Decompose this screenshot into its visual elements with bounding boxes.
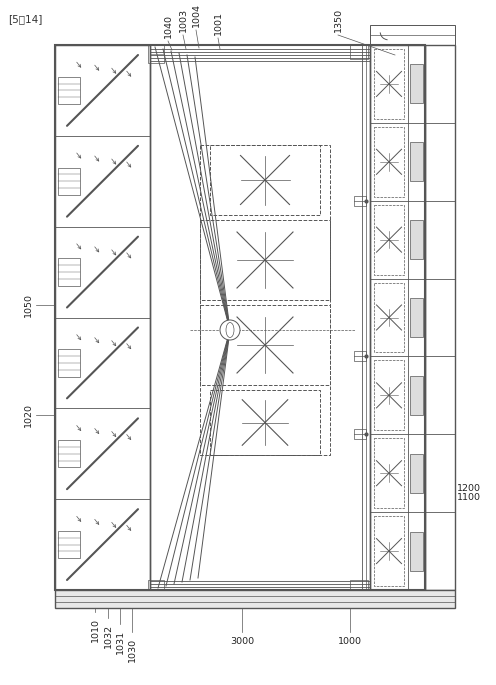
Bar <box>200 220 330 300</box>
Text: 1010: 1010 <box>90 618 100 642</box>
Text: 1032: 1032 <box>104 624 113 648</box>
Bar <box>374 438 404 508</box>
Text: 1000: 1000 <box>338 637 362 646</box>
Text: [5図14]: [5図14] <box>8 14 42 24</box>
Bar <box>210 145 320 215</box>
Bar <box>374 49 404 119</box>
Bar <box>425 45 455 590</box>
Bar <box>200 145 330 455</box>
Bar <box>410 298 423 337</box>
Bar <box>410 220 423 259</box>
Bar <box>410 376 423 415</box>
Bar <box>374 283 404 352</box>
Text: 1350: 1350 <box>333 8 343 32</box>
Text: 1030: 1030 <box>127 638 136 662</box>
Text: 3000: 3000 <box>230 637 254 646</box>
Bar <box>148 45 164 63</box>
Bar <box>58 531 80 558</box>
Text: 1040: 1040 <box>164 14 173 38</box>
Text: 1004: 1004 <box>191 3 200 27</box>
Bar <box>374 127 404 197</box>
Bar <box>58 349 80 377</box>
Bar <box>410 142 423 182</box>
Bar <box>374 205 404 275</box>
Text: 1001: 1001 <box>213 11 223 35</box>
Text: 1003: 1003 <box>179 8 187 32</box>
Bar <box>55 45 150 590</box>
Text: 1020: 1020 <box>23 403 33 427</box>
Bar <box>370 45 425 590</box>
Bar <box>354 429 366 439</box>
Bar <box>58 168 80 195</box>
Bar <box>55 590 455 608</box>
Bar <box>148 580 164 592</box>
Bar <box>210 390 320 455</box>
Text: 1031: 1031 <box>116 630 124 654</box>
Bar <box>58 258 80 286</box>
Bar <box>374 516 404 586</box>
Bar <box>200 305 330 385</box>
Bar <box>410 532 423 571</box>
Circle shape <box>220 320 240 340</box>
Bar <box>55 45 425 590</box>
Bar <box>58 77 80 104</box>
Bar <box>350 580 368 592</box>
Text: 1050: 1050 <box>23 293 33 317</box>
Text: 1100: 1100 <box>457 493 481 501</box>
Bar <box>370 25 455 45</box>
Bar <box>354 196 366 206</box>
Bar <box>410 64 423 103</box>
Bar <box>410 453 423 493</box>
Text: 1200: 1200 <box>457 484 481 493</box>
Bar <box>354 351 366 362</box>
Bar <box>350 45 368 59</box>
Bar <box>58 440 80 467</box>
Bar <box>374 360 404 430</box>
